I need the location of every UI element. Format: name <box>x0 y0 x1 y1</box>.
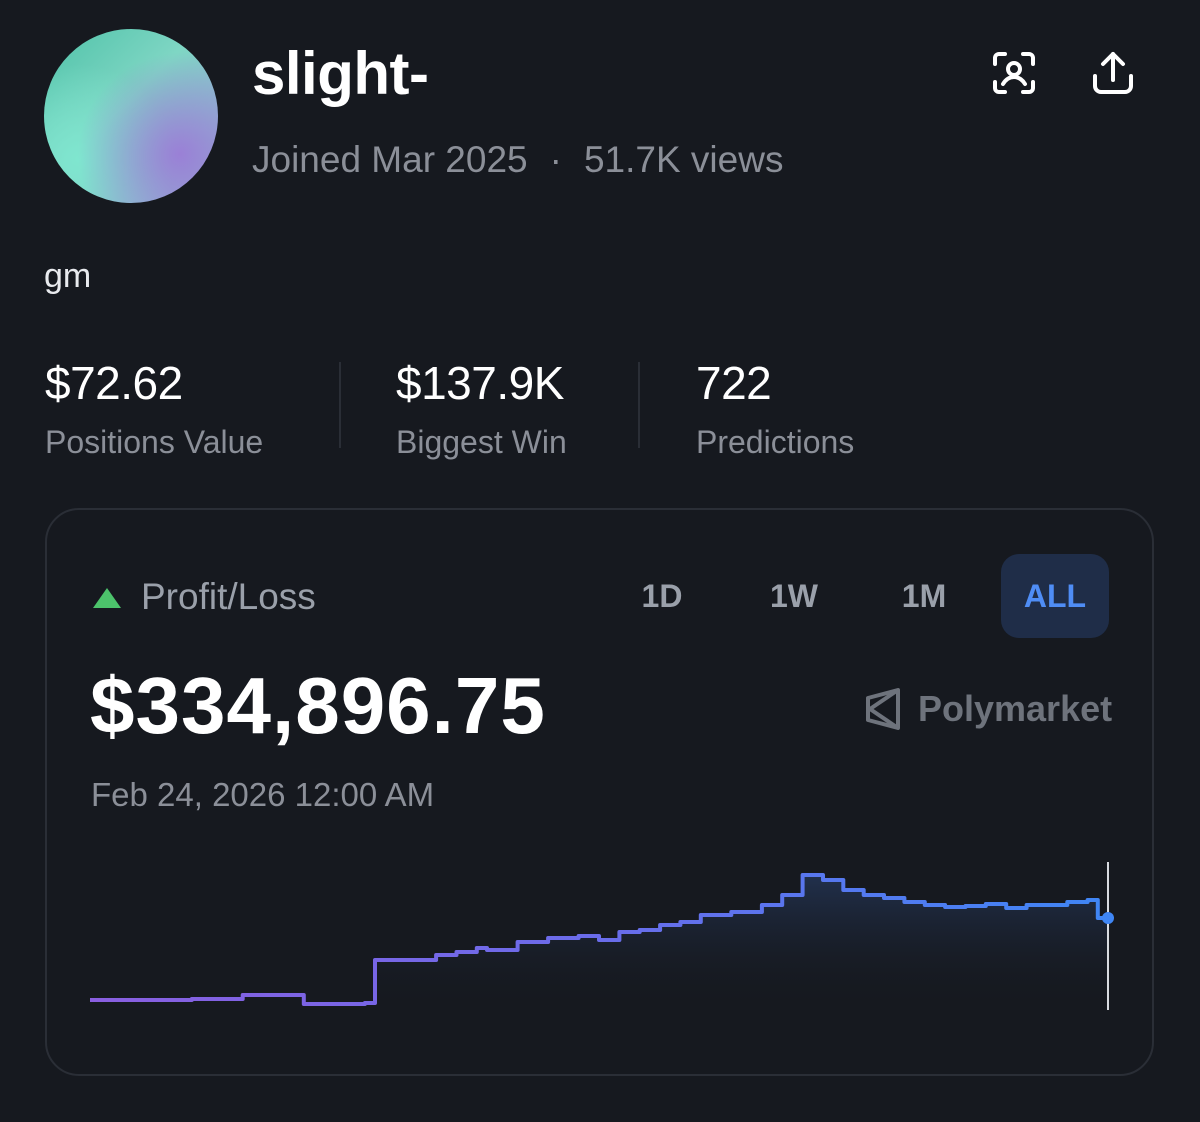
profile-scan-button[interactable] <box>989 48 1039 98</box>
range-tab-1w[interactable]: 1W <box>770 577 818 614</box>
stat-value: 722 <box>696 357 772 409</box>
pnl-label: Profit/Loss <box>93 574 316 620</box>
pnl-value: $334,896.75 <box>90 661 546 750</box>
stat-divider <box>339 362 341 448</box>
stat-predictions: 722 Predictions <box>696 356 854 462</box>
range-tab-1m[interactable]: 1M <box>901 577 947 614</box>
stat-label: Predictions <box>696 424 855 460</box>
view-count: 51.7K views <box>583 139 784 180</box>
username: slight- <box>252 40 429 107</box>
share-button[interactable] <box>1088 48 1138 98</box>
polymarket-logo-icon <box>866 688 900 730</box>
triangle-up-icon <box>93 588 121 608</box>
stat-divider <box>638 362 640 448</box>
pnl-label-text: Profit/Loss <box>141 576 316 617</box>
stat-positions-value: $72.62 Positions Value <box>45 356 263 462</box>
stat-value: $72.62 <box>45 357 183 409</box>
stat-label: Biggest Win <box>396 424 567 460</box>
stat-biggest-win: $137.9K Biggest Win <box>396 356 567 462</box>
joined-date: Joined Mar 2025 <box>252 139 528 180</box>
profile-scan-icon <box>993 52 1035 94</box>
profile-meta: Joined Mar 2025 · 51.7K views <box>252 138 783 182</box>
bio: gm <box>44 257 92 295</box>
chart-series-line <box>90 873 1108 1006</box>
avatar <box>44 29 218 203</box>
polymarket-brand: Polymarket <box>862 686 1112 732</box>
pnl-date: Feb 24, 2026 12:00 AM <box>91 776 435 813</box>
chart-current-point <box>1102 912 1114 924</box>
range-tab-1d[interactable]: 1D <box>641 577 683 614</box>
share-upload-icon <box>1093 52 1133 94</box>
meta-separator: · <box>549 139 562 180</box>
range-tab-all[interactable]: ALL <box>1001 554 1109 638</box>
stat-value: $137.9K <box>396 357 564 409</box>
brand-name: Polymarket <box>918 688 1113 729</box>
stat-label: Positions Value <box>45 424 264 460</box>
chart-area-fill <box>90 875 1108 1010</box>
